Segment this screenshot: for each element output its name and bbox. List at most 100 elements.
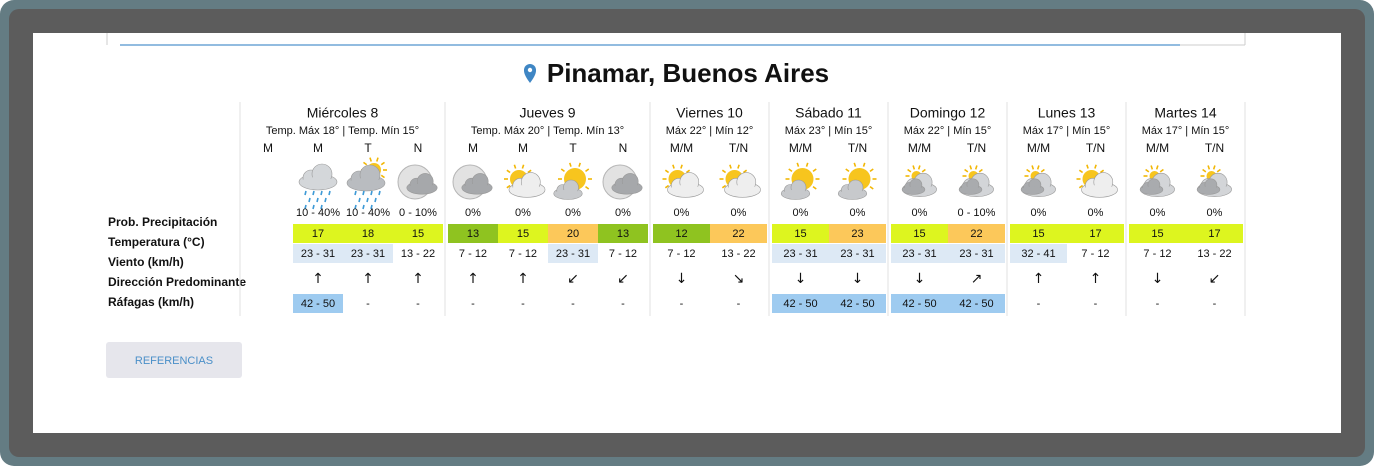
wind: 7 - 12 [1081,248,1109,260]
icon-cloud [1082,184,1117,197]
wind-direction: ↙ [567,271,579,287]
icon-ray [869,168,874,173]
icon-ray [845,168,850,173]
icon-ray [1078,169,1084,174]
button-bg[interactable] [106,342,242,378]
temp-cell [548,224,598,243]
day-name: Martes 14 [1154,105,1216,121]
icon-ray [721,184,727,189]
temperature: 15 [794,228,806,240]
icon-ray [672,164,675,169]
wind: 7 - 12 [667,248,695,260]
icon-ray [1078,184,1084,189]
row-label: Temperatura (°C) [108,235,205,249]
weather-icon [837,162,877,200]
day-name: Viernes 10 [676,105,743,121]
icon-cloud [959,186,982,194]
temperature: 20 [567,228,579,240]
wind-direction: ↑ [517,271,529,287]
icon-drop [320,190,323,196]
icon-ray [380,174,385,179]
gusts: 42 - 50 [902,298,936,310]
temperature: 13 [467,228,479,240]
period-label: M [518,141,528,155]
icon-cloud [462,183,492,194]
temperature: 15 [412,228,424,240]
day-name: Lunes 13 [1038,105,1096,121]
icon-ray [1026,168,1031,173]
wind-direction: ↙ [1209,271,1221,287]
wind-direction: ↑ [362,271,374,287]
gusts: 42 - 50 [301,298,335,310]
wind-direction: ↑ [312,271,324,287]
weather-icon [662,164,704,198]
period-label: M/M [789,141,812,155]
icon-ray [1099,169,1105,174]
icon-ray [1207,165,1211,170]
temp-cell [1010,224,1067,243]
icon-ray [369,157,372,162]
icon-ray [1150,165,1154,170]
weather-icon [1020,165,1056,197]
icon-ray [1216,168,1221,173]
weather-icon [958,165,994,197]
icon-drop [304,190,307,196]
precipitation: 10 - 40% [346,207,390,219]
icon-cloud [612,183,642,194]
precipitation: 0% [465,207,481,219]
icon-cloud [1140,186,1163,194]
temperature: 15 [1032,228,1044,240]
icon-drop [358,197,361,203]
weather-icon [1139,165,1175,197]
icon-ray [862,162,866,167]
icon-ray [978,168,983,173]
button-label[interactable]: REFERENCIAS [135,355,213,367]
precipitation: 0 - 10% [399,207,437,219]
precipitation: 0 - 10% [958,207,996,219]
temp-cell [891,224,948,243]
gusts: - [571,298,575,310]
icon-drop [374,197,377,203]
wind-cell [772,244,829,263]
precipitation: 0% [674,207,690,219]
wind-cell [293,244,343,263]
gusts: - [621,298,625,310]
temperature: 13 [617,228,629,240]
wind: 7 - 12 [1143,248,1171,260]
wind-cell [1010,244,1067,263]
period-label: M/M [670,141,693,155]
temperature: 15 [517,228,529,240]
icon-ray [1159,168,1164,173]
temperature: 17 [1208,228,1220,240]
icon-ray [737,164,740,169]
icon-drop [320,204,323,210]
icon-cloud [1021,186,1044,194]
icon-ray [521,164,525,169]
icon-ray [1036,165,1040,170]
temp-cell [653,224,710,243]
wind-direction: ↓ [676,271,688,287]
weather-icon [1076,164,1118,198]
button[interactable]: REFERENCIAS [106,342,242,378]
wind-cell [343,244,393,263]
temp-cell [1129,224,1186,243]
temp-cell [1067,224,1124,243]
weather-icon [504,164,546,198]
icon-cloud [725,184,760,197]
period-label: M [313,141,323,155]
icon-ray [812,185,817,190]
gusts: 42 - 50 [959,298,993,310]
period-label: T/N [848,141,867,155]
icon-drop [366,197,369,203]
icon-ray [568,162,572,167]
precipitation: 0% [1150,207,1166,219]
gusts: - [366,298,370,310]
precipitation: 0% [731,207,747,219]
icon-drop [312,190,315,196]
icon-ray [585,168,590,173]
row-label: Ráfagas (km/h) [108,295,194,309]
icon-cloud [1197,186,1220,194]
icon-ray [917,165,921,170]
period-label: N [414,141,423,155]
icon-ray [1202,168,1207,173]
